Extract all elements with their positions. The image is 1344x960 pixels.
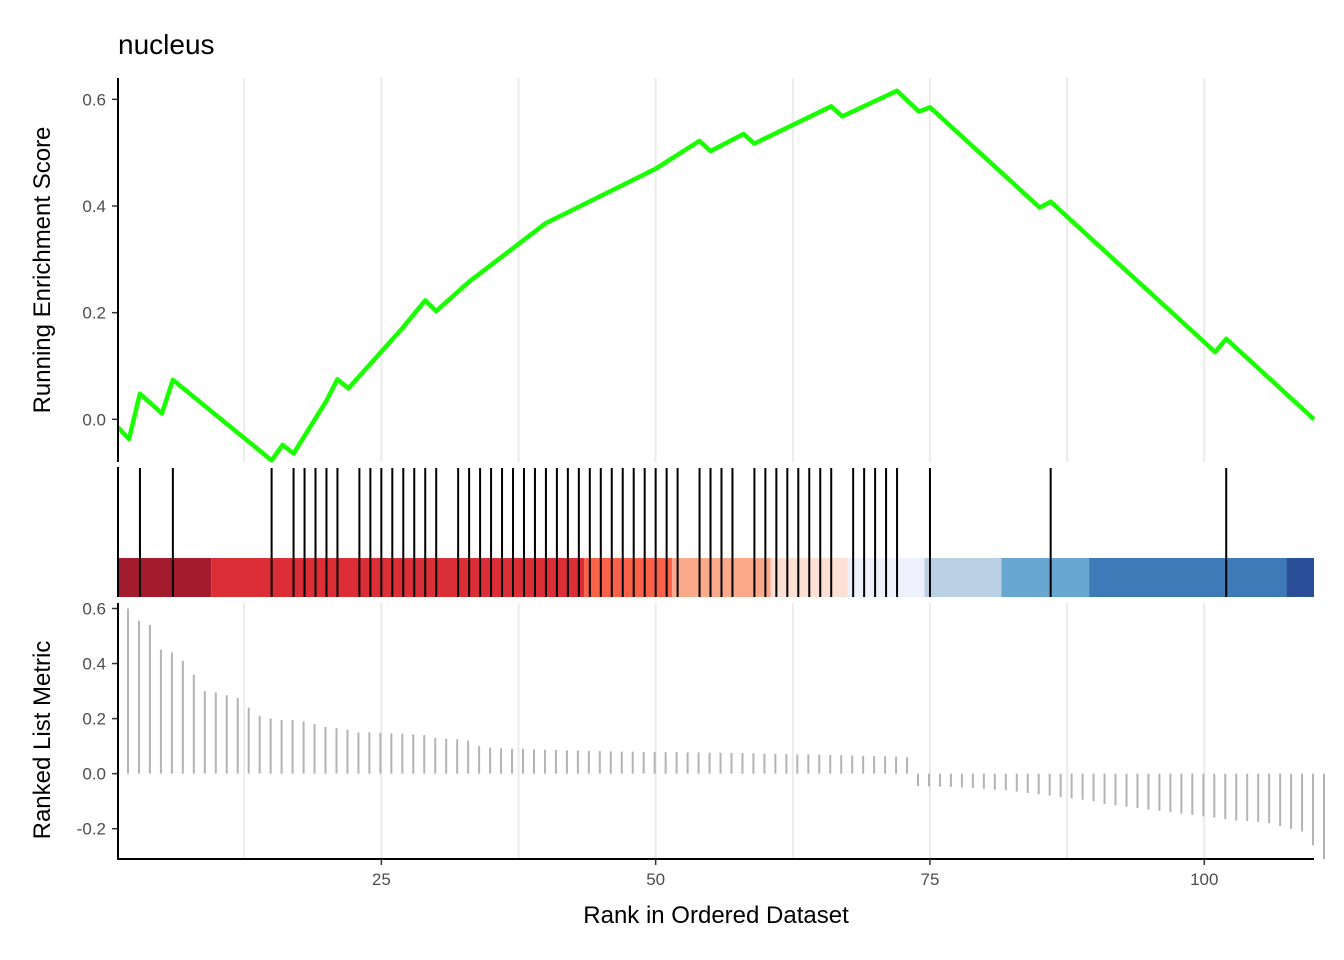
- top-panel-y-axis-title: Running Enrichment Score: [29, 127, 56, 414]
- x-axis-ticks: 25 50 75 100: [372, 859, 1218, 889]
- running-score-series: [116, 88, 1316, 463]
- x-axis-title: Rank in Ordered Dataset: [583, 902, 849, 929]
- x-tick-label: 50: [646, 870, 665, 889]
- y-tick-label: 0.0: [82, 410, 106, 429]
- running-score-line: [116, 88, 1316, 463]
- color-band-segment: [118, 558, 212, 597]
- ranked-metric-series: [127, 608, 1325, 859]
- color-band-segment: [1089, 558, 1287, 597]
- color-band-segment: [1286, 558, 1314, 597]
- y-tick-label: 0.6: [82, 600, 106, 619]
- y-tick-label: 0.2: [82, 304, 106, 323]
- gene-hit-marks: [138, 468, 1228, 597]
- y-tick-label: 0.6: [82, 90, 106, 109]
- color-band-segment: [924, 558, 1002, 597]
- x-tick-label: 75: [921, 870, 940, 889]
- y-tick-label: 0.4: [82, 197, 106, 216]
- bottom-panel-gridlines: [243, 603, 1206, 859]
- gene-rank-color-band: [118, 558, 1314, 597]
- color-band-segment: [584, 558, 673, 597]
- y-tick-label: -0.2: [77, 820, 106, 839]
- bottom-panel-y-ticks: -0.2 0.0 0.2 0.4 0.6: [77, 600, 118, 839]
- bottom-panel-y-axis-title: Ranked List Metric: [29, 641, 56, 840]
- x-tick-label: 25: [372, 870, 391, 889]
- y-tick-label: 0.4: [82, 655, 106, 674]
- y-tick-label: 0.2: [82, 710, 106, 729]
- chart-title: nucleus: [118, 29, 215, 60]
- y-tick-label: 0.0: [82, 765, 106, 784]
- color-band-segment: [1001, 558, 1090, 597]
- color-band-segment: [211, 558, 585, 597]
- x-tick-label: 100: [1190, 870, 1218, 889]
- top-panel-y-ticks: 0.0 0.2 0.4 0.6: [82, 90, 118, 429]
- top-panel-gridlines: [243, 78, 1206, 462]
